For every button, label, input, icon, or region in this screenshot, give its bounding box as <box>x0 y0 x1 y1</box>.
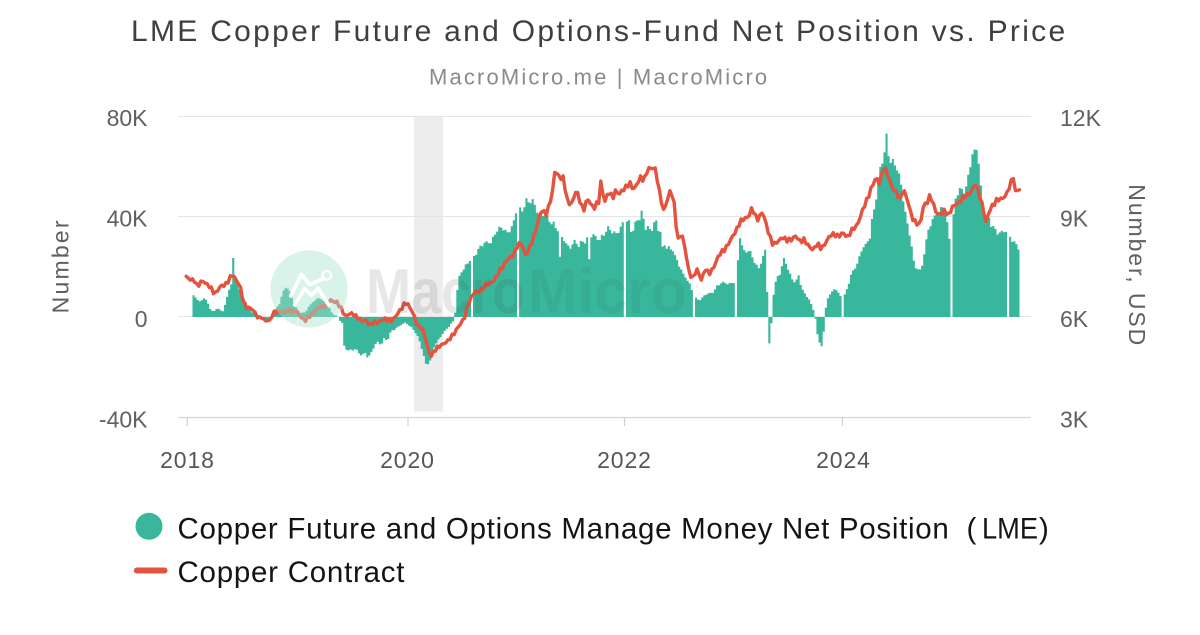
svg-text:): ) <box>1039 513 1049 546</box>
svg-text:2020: 2020 <box>380 447 435 473</box>
svg-text:Number: Number <box>48 218 74 313</box>
svg-text:12K: 12K <box>1060 105 1102 131</box>
svg-text:2022: 2022 <box>597 447 652 473</box>
svg-text:Number, USD: Number, USD <box>1124 184 1150 347</box>
svg-text:LME: LME <box>982 513 1038 546</box>
svg-text:2024: 2024 <box>816 447 871 473</box>
svg-text:3K: 3K <box>1060 406 1089 432</box>
svg-text:(: ( <box>967 513 977 546</box>
svg-text:Copper Future and Options Mana: Copper Future and Options Manage Money N… <box>178 513 950 546</box>
svg-text:2018: 2018 <box>160 447 215 473</box>
svg-text:-40K: -40K <box>99 406 148 432</box>
svg-text:80K: 80K <box>107 105 149 131</box>
svg-text:0: 0 <box>135 306 148 332</box>
svg-text:9K: 9K <box>1060 205 1089 231</box>
svg-text:Micro: Micro <box>528 257 687 327</box>
svg-text:Macro: Macro <box>366 257 525 327</box>
svg-text:40K: 40K <box>107 205 149 231</box>
svg-text:MacroMicro.me | MacroMicro: MacroMicro.me | MacroMicro <box>429 65 769 90</box>
svg-text:Copper Contract: Copper Contract <box>178 556 406 589</box>
svg-text:6K: 6K <box>1060 306 1089 332</box>
svg-text:LME Copper Future and Options-: LME Copper Future and Options-Fund Net P… <box>131 15 1067 48</box>
